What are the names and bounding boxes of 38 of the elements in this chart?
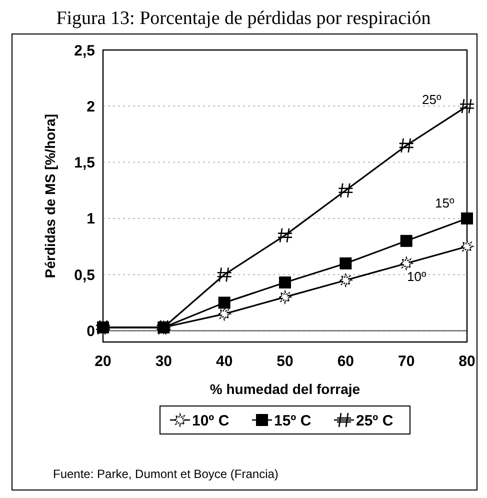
- point: [400, 234, 412, 247]
- y-tick-label: 2: [86, 98, 95, 116]
- x-tick-label: 70: [398, 353, 415, 370]
- y-tick-label: 2,5: [74, 42, 95, 60]
- point: [400, 256, 413, 270]
- annotation: 25º: [422, 92, 442, 107]
- y-tick-label: 1: [86, 210, 95, 228]
- point: [218, 296, 230, 309]
- point: [218, 307, 231, 320]
- point: [461, 212, 473, 224]
- point: [338, 182, 354, 198]
- source-note: Fuente: Parke, Dumont et Boyce (Francia): [53, 467, 278, 481]
- legend-label: 25º C: [356, 412, 394, 430]
- point: [460, 240, 474, 254]
- point: [459, 98, 475, 114]
- point: [216, 266, 232, 282]
- point: [279, 276, 291, 288]
- point: [278, 290, 292, 304]
- legend-label: 15º C: [274, 412, 312, 430]
- legend-label: 10º C: [192, 412, 230, 430]
- y-tick-label: 1,5: [74, 154, 95, 172]
- y-axis-title: Pérdidas de MS [%/hora]: [42, 114, 58, 278]
- x-tick-label: 40: [216, 353, 233, 370]
- point: [340, 257, 352, 270]
- point: [339, 274, 352, 287]
- x-tick-label: 20: [94, 353, 112, 370]
- y-tick-label: 0,5: [74, 266, 95, 284]
- annotation: 15º: [435, 196, 455, 211]
- point: [277, 228, 293, 243]
- chart-title: Figura 13: Porcentaje de pérdidas por respiración: [56, 8, 432, 29]
- x-tick-label: 50: [276, 353, 294, 370]
- y-tick-label: 0: [86, 323, 95, 340]
- x-tick-label: 60: [337, 353, 354, 370]
- x-axis-title: % humedad del forraje: [210, 381, 360, 397]
- annotation: 10º: [407, 268, 427, 284]
- point: [398, 138, 414, 154]
- x-tick-label: 80: [458, 353, 476, 370]
- x-tick-label: 30: [155, 353, 172, 370]
